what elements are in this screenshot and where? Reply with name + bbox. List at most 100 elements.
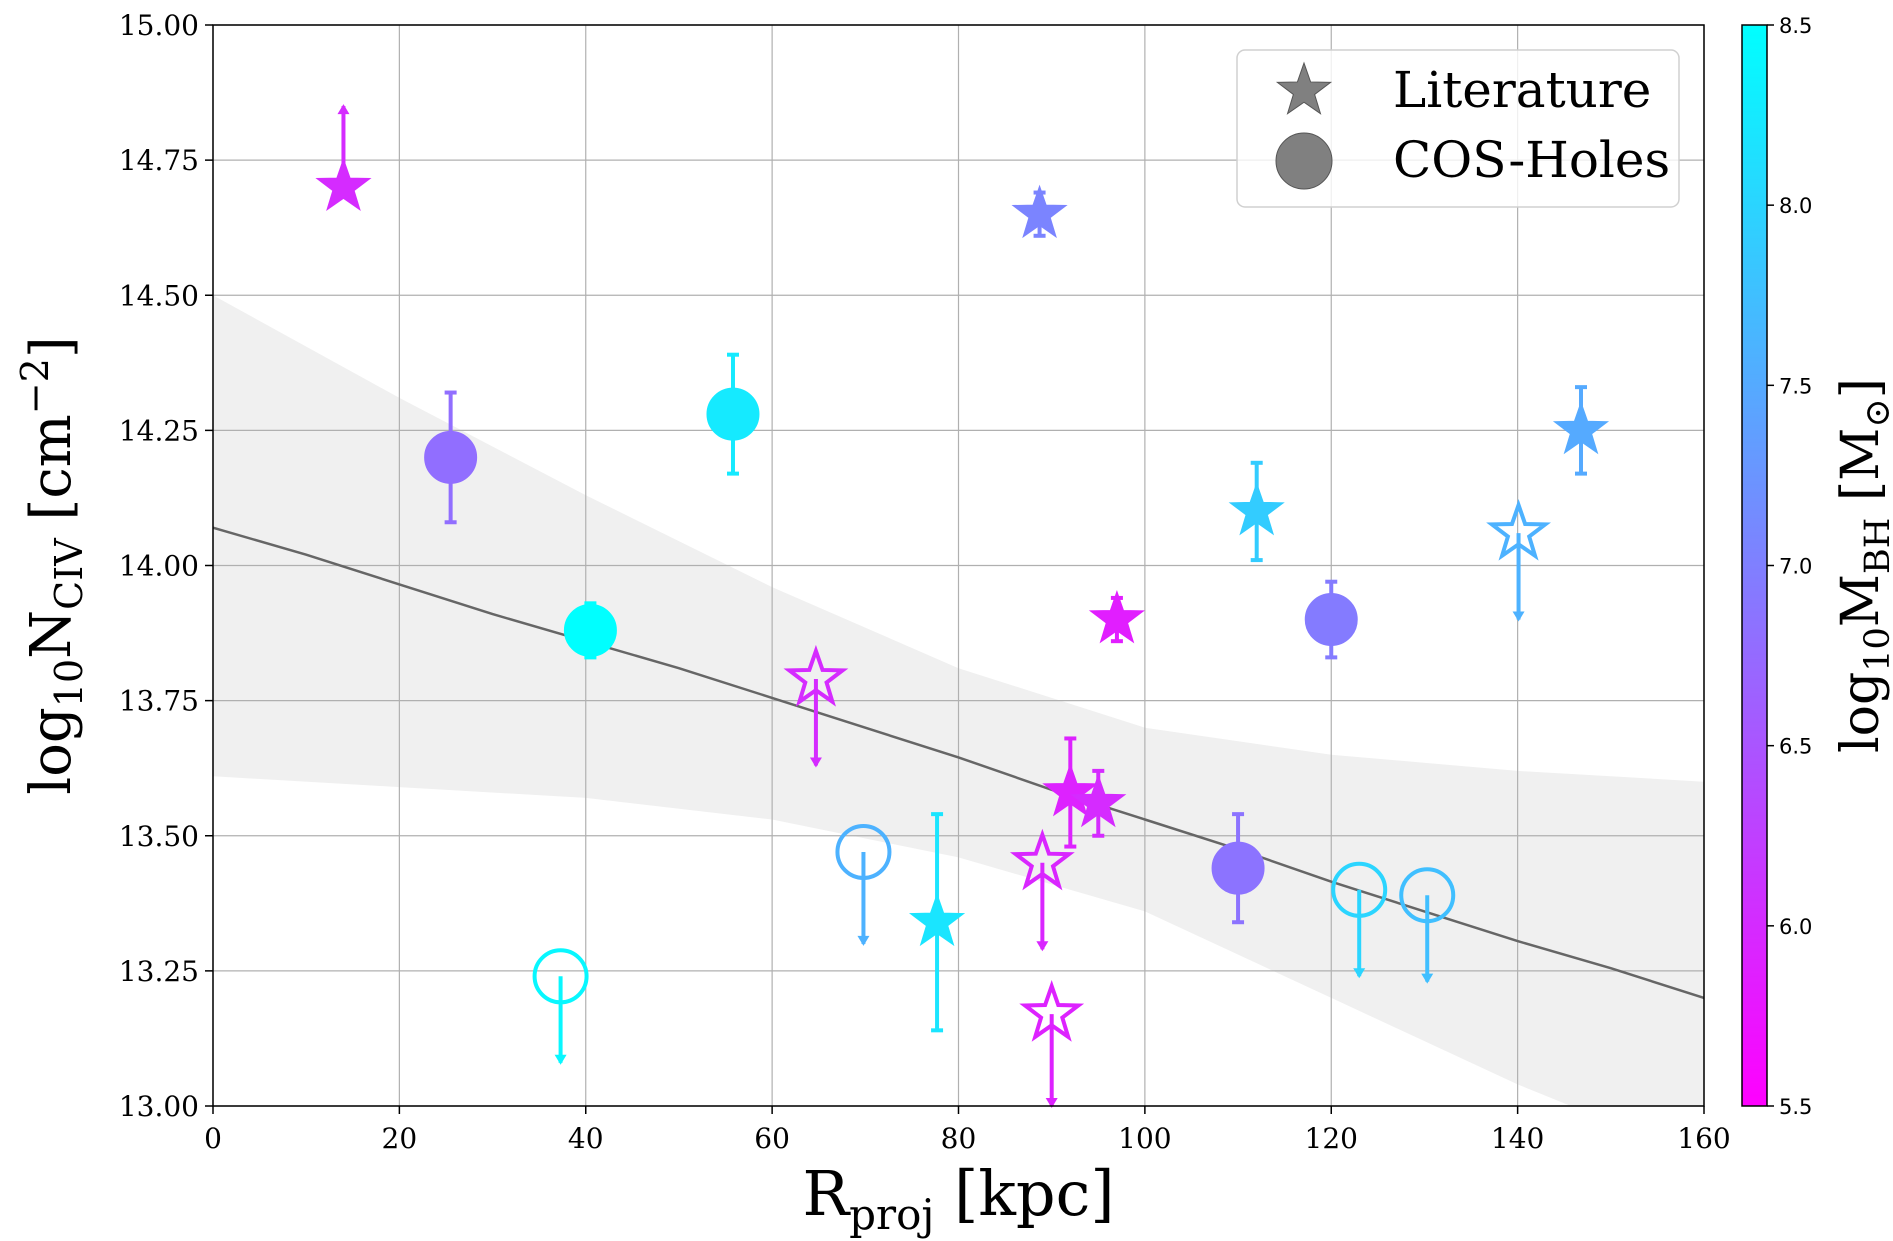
x-title-rest: [kpc]	[934, 1157, 1114, 1230]
cos-holes-point	[532, 948, 589, 1065]
cos-holes-point	[1211, 812, 1265, 925]
literature-point	[783, 644, 849, 768]
circle-marker	[1211, 841, 1265, 895]
star-marker	[1042, 762, 1099, 817]
cos-holes-point	[835, 823, 892, 946]
circle-marker	[1304, 593, 1358, 647]
upper-limit-arrow	[809, 757, 822, 768]
colorbar-tick-label: 5.5	[1779, 1095, 1812, 1119]
y-tick-label: 13.75	[119, 685, 199, 718]
data-points-layer	[315, 104, 1610, 1108]
y-tick-label: 13.25	[119, 955, 199, 988]
colorbar-tick-label: 7.5	[1779, 374, 1812, 398]
star-marker	[1552, 400, 1610, 455]
cb-title-main: log	[1831, 672, 1891, 753]
colorbar-tick-label: 8.0	[1779, 194, 1812, 218]
star-marker	[783, 644, 849, 707]
x-tick-label: 80	[941, 1122, 977, 1155]
y-tick-label: 15.00	[119, 9, 199, 42]
star-marker	[1486, 498, 1551, 561]
y-title-close: ]	[19, 336, 84, 358]
y-tick-label: 13.00	[119, 1090, 199, 1123]
colorbar-tick-label: 7.0	[1779, 555, 1812, 579]
y-tick-label: 14.00	[119, 550, 199, 583]
x-tick-label: 0	[204, 1122, 222, 1155]
y-title-sub1: 10	[47, 659, 91, 707]
literature-point	[1088, 590, 1145, 644]
y-title-sub2: CIV	[47, 538, 91, 610]
colorbar-title: log10MBH [M⊙]	[1831, 378, 1893, 753]
circle-marker	[706, 387, 760, 441]
x-tick-label: 60	[754, 1122, 790, 1155]
star-marker	[1009, 828, 1075, 891]
legend-label-literature: Literature	[1393, 61, 1651, 119]
cos-holes-point	[1399, 867, 1456, 984]
literature-point	[1486, 498, 1551, 622]
upper-limit-arrow	[1353, 968, 1366, 979]
circle-marker	[1399, 867, 1456, 924]
upper-limit-arrow	[857, 935, 870, 946]
cb-title-sub2: BH	[1858, 518, 1893, 574]
star-marker	[1019, 980, 1085, 1042]
x-tick-label: 140	[1491, 1122, 1544, 1155]
cos-holes-point	[1331, 861, 1388, 979]
upper-limit-arrow	[1036, 941, 1049, 952]
legend: Literature COS-Holes	[1236, 49, 1680, 208]
literature-point	[1070, 768, 1127, 838]
literature-point	[1552, 385, 1610, 476]
y-tick-label: 14.50	[119, 279, 199, 312]
literature-point	[1011, 184, 1068, 239]
x-axis-title: Rproj [kpc]	[802, 1157, 1114, 1239]
y-title-sup: −2	[13, 358, 57, 414]
lower-limit-arrow	[337, 104, 350, 115]
y-title-mid: N	[19, 610, 84, 659]
star-marker	[1070, 773, 1127, 828]
circle-marker	[532, 948, 589, 1005]
circle-marker	[563, 603, 617, 657]
literature-point	[1228, 460, 1285, 563]
x-tick-label: 100	[1118, 1122, 1171, 1155]
literature-point	[315, 104, 372, 212]
literature-point	[1042, 736, 1099, 849]
literature-point	[1019, 980, 1085, 1108]
star-marker	[315, 157, 372, 212]
legend-circle-marker	[1275, 132, 1333, 190]
legend-box	[1236, 49, 1680, 208]
x-tick-label: 20	[382, 1122, 418, 1155]
fit-line-layer	[213, 526, 1704, 1000]
fit-line	[213, 526, 1704, 1000]
circle-marker	[1331, 861, 1388, 918]
x-tick-label: 160	[1677, 1122, 1730, 1155]
literature-point	[1009, 828, 1075, 952]
star-marker	[1011, 184, 1068, 239]
cb-title-sub3: ⊙	[1858, 398, 1893, 427]
colorbar-tick-label: 6.0	[1779, 915, 1812, 939]
x-tick-label: 40	[568, 1122, 604, 1155]
x-title-main: R	[802, 1157, 851, 1230]
cos-holes-point	[424, 390, 478, 525]
y-axis: 13.00 13.25 13.50 13.75 14.00 14.25 14.50 14.75…	[119, 9, 213, 1123]
legend-label-cos-holes: COS-Holes	[1393, 131, 1670, 189]
cos-holes-point	[563, 601, 617, 660]
cos-holes-point	[1304, 579, 1358, 660]
circle-marker	[835, 823, 892, 880]
star-marker	[1228, 481, 1285, 536]
y-tick-label: 14.75	[119, 144, 199, 177]
literature-point	[908, 812, 966, 1033]
cb-title-rest: [M	[1831, 428, 1891, 518]
colorbar	[1741, 24, 1768, 1107]
upper-limit-arrow	[1421, 973, 1434, 984]
x-tick-label: 120	[1305, 1122, 1358, 1155]
cb-title-close: ]	[1831, 378, 1891, 398]
y-title-rest: [cm	[19, 414, 84, 538]
circle-marker	[424, 430, 478, 484]
colorbar-tick-label: 8.5	[1779, 14, 1812, 38]
y-tick-label: 14.25	[119, 414, 199, 447]
upper-limit-arrow	[1512, 611, 1525, 622]
colorbar-axis: 5.5 6.0 6.5 7.0 7.5 8.0 8.5	[1767, 14, 1812, 1119]
x-axis: 0 20 40 60 80 100 120 140 160	[204, 1106, 1731, 1155]
x-title-sub: proj	[849, 1190, 934, 1239]
y-tick-label: 13.50	[119, 820, 199, 853]
cos-holes-point	[706, 352, 760, 476]
upper-limit-arrow	[1045, 1098, 1058, 1108]
